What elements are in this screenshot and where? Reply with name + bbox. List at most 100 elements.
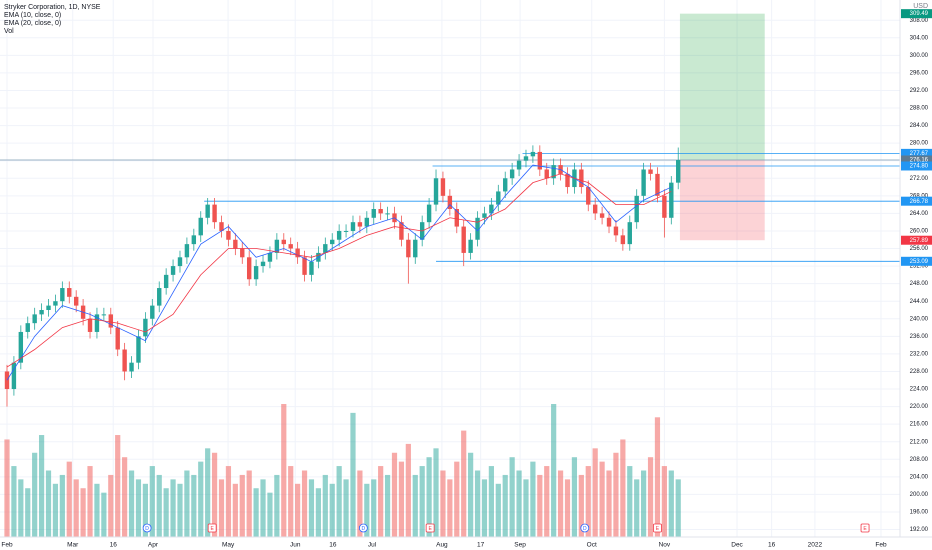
event-label: E	[210, 526, 214, 532]
level-price-label: 276.16	[910, 158, 929, 164]
level-price-label: 266.78	[910, 199, 929, 205]
volume-bar	[398, 461, 405, 537]
candle-body	[399, 222, 404, 240]
candle-body	[516, 160, 522, 170]
volume-bar	[218, 479, 225, 537]
candle-body	[378, 209, 383, 214]
volume-bar	[94, 483, 100, 537]
volume-bar	[641, 470, 647, 537]
y-tick-label: 272.00	[910, 176, 929, 182]
volume-bar	[419, 466, 425, 537]
y-tick-label: 300.00	[910, 53, 929, 59]
indicators	[6, 164, 672, 381]
candle-body	[350, 222, 356, 231]
volume-bar	[101, 492, 107, 537]
level-price-label-bg	[901, 155, 932, 165]
x-tick-label: 16	[329, 542, 337, 549]
volume-bar	[391, 452, 398, 537]
volume-bar	[184, 470, 190, 537]
volume-bar	[488, 466, 494, 537]
candle-body	[343, 230, 349, 232]
candle-body	[67, 288, 72, 297]
candle-body	[627, 222, 632, 245]
y-tick-label: 204.00	[910, 474, 929, 480]
level-price-label: 274.80	[910, 164, 929, 170]
volume-bar	[295, 483, 301, 537]
x-tick-label: Nov	[659, 542, 671, 549]
volume-bar	[378, 466, 384, 537]
event-label: D	[362, 526, 366, 532]
candle-body	[551, 165, 556, 179]
volume-bar	[11, 466, 17, 537]
volume-bar	[225, 466, 232, 537]
position	[679, 13, 765, 241]
y-tick-label: 264.00	[910, 211, 929, 217]
candle-body	[198, 217, 203, 236]
candle-body	[336, 230, 342, 240]
volume-pane	[4, 404, 681, 537]
candle-body	[32, 314, 37, 324]
x-tick-label: Apr	[148, 542, 159, 549]
chart-title: Stryker Corporation, 1D, NYSE	[4, 4, 101, 11]
volume-bar	[613, 452, 619, 537]
y-tick-label: 288.00	[910, 106, 929, 112]
levels	[0, 152, 900, 262]
volume-bar	[474, 470, 481, 537]
volume-bar	[253, 488, 259, 537]
indicator-label: EMA (10, close, 0)	[4, 12, 61, 19]
y-tick-label: 220.00	[910, 404, 929, 410]
y-tick-label: 256.00	[910, 246, 929, 252]
indicator-label: EMA (20, close, 0)	[4, 20, 61, 27]
candle-body	[586, 187, 591, 205]
y-tick-label: 228.00	[910, 369, 929, 375]
volume-bar	[232, 483, 238, 537]
candle-body	[357, 222, 363, 227]
volume-bar	[461, 430, 467, 537]
y-tick-label: 232.00	[910, 351, 929, 357]
event-icon	[207, 523, 217, 533]
candle-body	[509, 169, 515, 179]
volume-bar	[281, 404, 287, 537]
candle-body	[115, 327, 120, 350]
ema-line	[6, 164, 672, 381]
candle-body	[302, 257, 307, 275]
x-tick-label: May	[222, 542, 235, 549]
volume-bar	[108, 474, 114, 537]
candles	[4, 145, 681, 407]
y-tick-label: 196.00	[910, 510, 929, 516]
x-tick-label: Feb	[875, 542, 887, 549]
volume-bar	[564, 479, 571, 537]
volume-bar	[38, 435, 45, 537]
candle-body	[108, 314, 113, 328]
candle-body	[565, 173, 570, 188]
volume-bar	[481, 479, 488, 537]
candle-body	[260, 261, 266, 267]
candle-body	[330, 239, 335, 245]
volume-bar	[509, 457, 515, 537]
volume-bar	[205, 448, 211, 537]
candle-body	[46, 305, 51, 310]
target-price-label: 309.49	[910, 11, 929, 17]
candle-body	[281, 239, 286, 245]
y-tick-label: 252.00	[910, 264, 929, 270]
y-tick-label: 224.00	[910, 387, 929, 393]
volume-bar	[454, 461, 460, 537]
level-price-label-bg	[901, 256, 932, 266]
x-tick-label: 16	[768, 542, 776, 549]
candle-body	[73, 296, 79, 306]
candle-body	[39, 309, 44, 315]
y-tick-label: 216.00	[910, 422, 929, 428]
volume-bar	[364, 483, 370, 537]
candle-body	[274, 239, 280, 253]
profit-zone	[679, 13, 765, 161]
volume-bar	[675, 479, 681, 537]
candle-body	[426, 204, 432, 223]
candle-body	[475, 217, 480, 240]
event-icon	[860, 523, 870, 533]
candle-body	[676, 160, 681, 183]
volume-bar	[585, 466, 591, 537]
candle-body	[385, 213, 390, 215]
volume-bar	[4, 439, 10, 537]
